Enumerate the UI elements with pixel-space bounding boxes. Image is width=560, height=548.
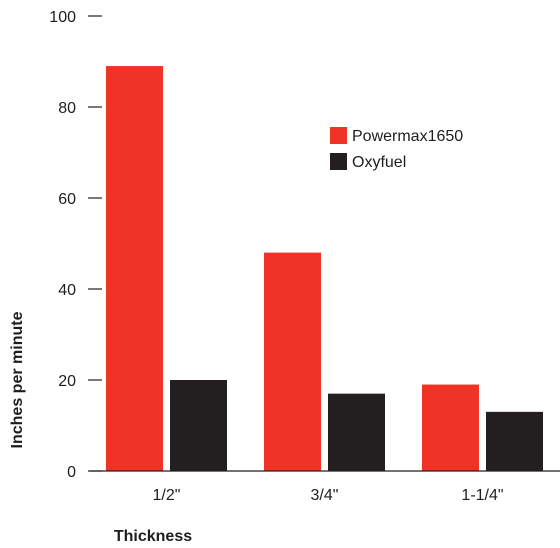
- bar-powermax: [422, 384, 479, 471]
- x-tick-labels: 1/2" 3/4" 1-1/4": [153, 487, 504, 504]
- legend-swatch: [330, 127, 347, 144]
- y-tick-label: 20: [58, 373, 76, 390]
- y-tick-label: 80: [58, 100, 76, 117]
- y-axis: 0 20 40 60 80 100: [49, 9, 102, 481]
- y-tick-label: 40: [58, 282, 76, 299]
- bar-powermax: [264, 252, 321, 471]
- legend-swatch: [330, 153, 347, 170]
- legend-label: Oxyfuel: [352, 154, 406, 171]
- bar-powermax: [106, 66, 163, 472]
- y-tick-label: 100: [49, 9, 76, 26]
- x-tick-label: 1/2": [153, 487, 181, 504]
- legend: Powermax1650 Oxyfuel: [330, 127, 463, 171]
- x-axis-title: Thickness: [114, 528, 192, 545]
- bars-group: [106, 66, 543, 472]
- bar-oxyfuel: [486, 411, 543, 471]
- x-tick-label: 3/4": [311, 487, 339, 504]
- y-axis-title: Inches per minute: [9, 311, 26, 448]
- bar-oxyfuel: [328, 393, 385, 471]
- y-tick-label: 60: [58, 191, 76, 208]
- x-tick-label: 1-1/4": [461, 487, 503, 504]
- legend-label: Powermax1650: [352, 128, 463, 145]
- y-tick-label: 0: [67, 464, 76, 481]
- bar-oxyfuel: [170, 380, 227, 471]
